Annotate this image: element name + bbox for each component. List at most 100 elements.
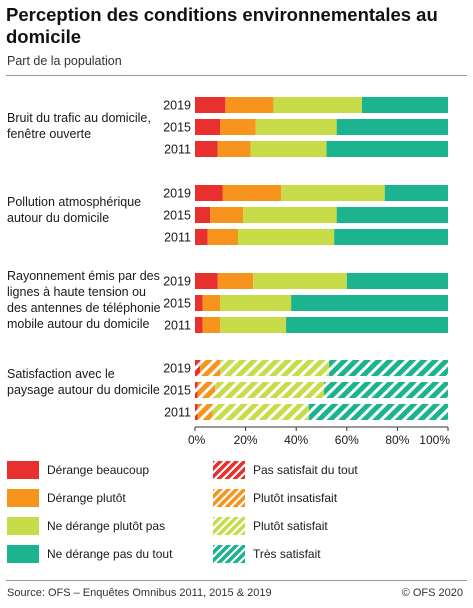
legend-swatch-1 — [7, 489, 39, 507]
bar-segment-g3-2015-s0 — [195, 382, 198, 398]
bar-segment-g0-2011-s2 — [250, 141, 327, 157]
year-label-g2-2019: 2019 — [163, 275, 191, 289]
source-note: Source: OFS – Enquêtes Omnibus 2011, 201… — [7, 587, 272, 599]
copyright-note: © OFS 2020 — [401, 587, 463, 599]
legend-item-3: Ne dérange pas du tout — [7, 545, 257, 565]
legend-item-1: Dérange plutôt — [7, 489, 257, 509]
year-label-g1-2011: 2011 — [164, 231, 191, 245]
bar-segment-g0-2011-s0 — [195, 141, 218, 157]
bar-segment-g0-2019-s0 — [195, 97, 226, 113]
bar-segment-g0-2015-s0 — [195, 119, 221, 135]
bar-segment-g2-2019-s1 — [217, 273, 254, 289]
bar-segment-g2-2019-s2 — [253, 273, 347, 289]
legend-label-2: Ne dérange plutôt pas — [47, 519, 166, 533]
legend-swatch-4 — [213, 461, 245, 479]
legend-swatch-5 — [213, 489, 245, 507]
year-label-g2-2015: 2015 — [163, 297, 191, 311]
x-tick-label-2: 40% — [284, 433, 308, 447]
legend-label-0: Dérange beaucoup — [47, 463, 150, 477]
bar-segment-g2-2015-s2 — [220, 295, 292, 311]
legend-label-6: Plutôt satisfait — [253, 519, 328, 533]
legend-swatch-2 — [7, 517, 39, 535]
legend-item-7: Très satisfait — [213, 545, 463, 565]
bar-segment-g1-2015-s2 — [243, 207, 337, 223]
bar-segment-g3-2019-s3 — [329, 360, 448, 376]
bar-segment-g3-2019-s0 — [195, 360, 201, 376]
year-label-g2-2011: 2011 — [164, 319, 191, 333]
year-label-g3-2019: 2019 — [163, 362, 191, 376]
bar-segment-g3-2011-s0 — [195, 404, 198, 420]
year-label-g0-2019: 2019 — [163, 99, 191, 113]
year-label-g1-2015: 2015 — [163, 209, 191, 223]
bar-segment-g1-2015-s3 — [336, 207, 448, 223]
bar-segment-g3-2011-s2 — [212, 404, 309, 420]
year-label-g0-2011: 2011 — [164, 143, 191, 157]
bar-segment-g1-2015-s1 — [210, 207, 244, 223]
legend-swatch-7 — [213, 545, 245, 563]
bar-segment-g1-2019-s0 — [195, 185, 223, 201]
legend-item-4: Pas satisfait du tout — [213, 461, 463, 481]
legend-item-0: Dérange beaucoup — [7, 461, 257, 481]
group-label-radiation: Rayonnement émis par des lignes à haute … — [7, 269, 161, 331]
bar-segment-g0-2015-s2 — [255, 119, 337, 135]
bar-segment-g3-2015-s1 — [197, 382, 216, 398]
legend-label-3: Ne dérange pas du tout — [47, 547, 173, 561]
year-label-g3-2015: 2015 — [163, 384, 191, 398]
bottom-divider — [6, 580, 467, 581]
bar-segment-g1-2019-s2 — [281, 185, 385, 201]
bar-segment-g0-2011-s1 — [217, 141, 251, 157]
bar-segment-g0-2019-s3 — [361, 97, 448, 113]
bar-segment-g3-2015-s3 — [324, 382, 448, 398]
chart-title: Perception des conditions environnementa… — [6, 4, 438, 47]
bar-segment-g2-2015-s0 — [195, 295, 203, 311]
legend-swatch-0 — [7, 461, 39, 479]
legend-label-7: Très satisfait — [253, 547, 321, 561]
group-label-traffic-noise: Bruit du trafic au domicile, fenêtre ouv… — [7, 111, 151, 141]
bar-segment-g2-2015-s1 — [202, 295, 221, 311]
year-label-g0-2015: 2015 — [163, 121, 191, 135]
year-label-g3-2011: 2011 — [164, 406, 191, 420]
bar-segment-g2-2011-s3 — [286, 317, 448, 333]
bar-segment-g2-2015-s3 — [291, 295, 448, 311]
bar-segment-g1-2011-s3 — [334, 229, 448, 245]
bar-segment-g1-2015-s0 — [195, 207, 211, 223]
legend-label-5: Plutôt insatisfait — [253, 491, 338, 505]
legend-swatch-3 — [7, 545, 39, 563]
bar-segment-g0-2015-s1 — [220, 119, 256, 135]
legend-item-6: Plutôt satisfait — [213, 517, 463, 537]
bar-segment-g1-2019-s1 — [222, 185, 282, 201]
x-tick-label-3: 60% — [335, 433, 359, 447]
bar-segment-g2-2019-s3 — [346, 273, 448, 289]
legend-swatch-6 — [213, 517, 245, 535]
x-tick-label-5: 100% — [419, 433, 450, 447]
bar-segment-g3-2015-s2 — [215, 382, 325, 398]
bar-segment-g0-2011-s3 — [326, 141, 448, 157]
legend-label-4: Pas satisfait du tout — [253, 463, 358, 477]
legend-label-1: Dérange plutôt — [47, 491, 126, 505]
chart-subtitle: Part de la population — [7, 54, 122, 68]
year-label-g1-2019: 2019 — [163, 187, 191, 201]
top-divider — [6, 75, 467, 76]
x-tick-label-4: 80% — [385, 433, 409, 447]
bar-segment-g3-2019-s2 — [220, 360, 330, 376]
bar-segment-g1-2011-s2 — [238, 229, 335, 245]
group-label-landscape: Satisfaction avec le paysage autour du d… — [7, 367, 160, 397]
x-tick-label-0: 0% — [188, 433, 206, 447]
bar-segment-g2-2011-s0 — [195, 317, 203, 333]
bar-segment-g3-2019-s1 — [200, 360, 221, 376]
bar-segment-g0-2019-s1 — [225, 97, 274, 113]
bar-segment-g1-2011-s0 — [195, 229, 208, 245]
x-tick-label-1: 20% — [234, 433, 258, 447]
legend-item-5: Plutôt insatisfait — [213, 489, 463, 509]
bar-segment-g0-2019-s2 — [273, 97, 362, 113]
bar-segment-g1-2019-s3 — [384, 185, 448, 201]
bar-segment-g0-2015-s3 — [336, 119, 448, 135]
bar-segment-g2-2011-s1 — [202, 317, 221, 333]
bar-segment-g2-2011-s2 — [220, 317, 287, 333]
bar-segment-g3-2011-s1 — [197, 404, 213, 420]
bar-segment-g3-2011-s3 — [308, 404, 448, 420]
bar-segment-g1-2011-s1 — [207, 229, 239, 245]
bar-segment-g2-2019-s0 — [195, 273, 218, 289]
legend-item-2: Ne dérange plutôt pas — [7, 517, 257, 537]
